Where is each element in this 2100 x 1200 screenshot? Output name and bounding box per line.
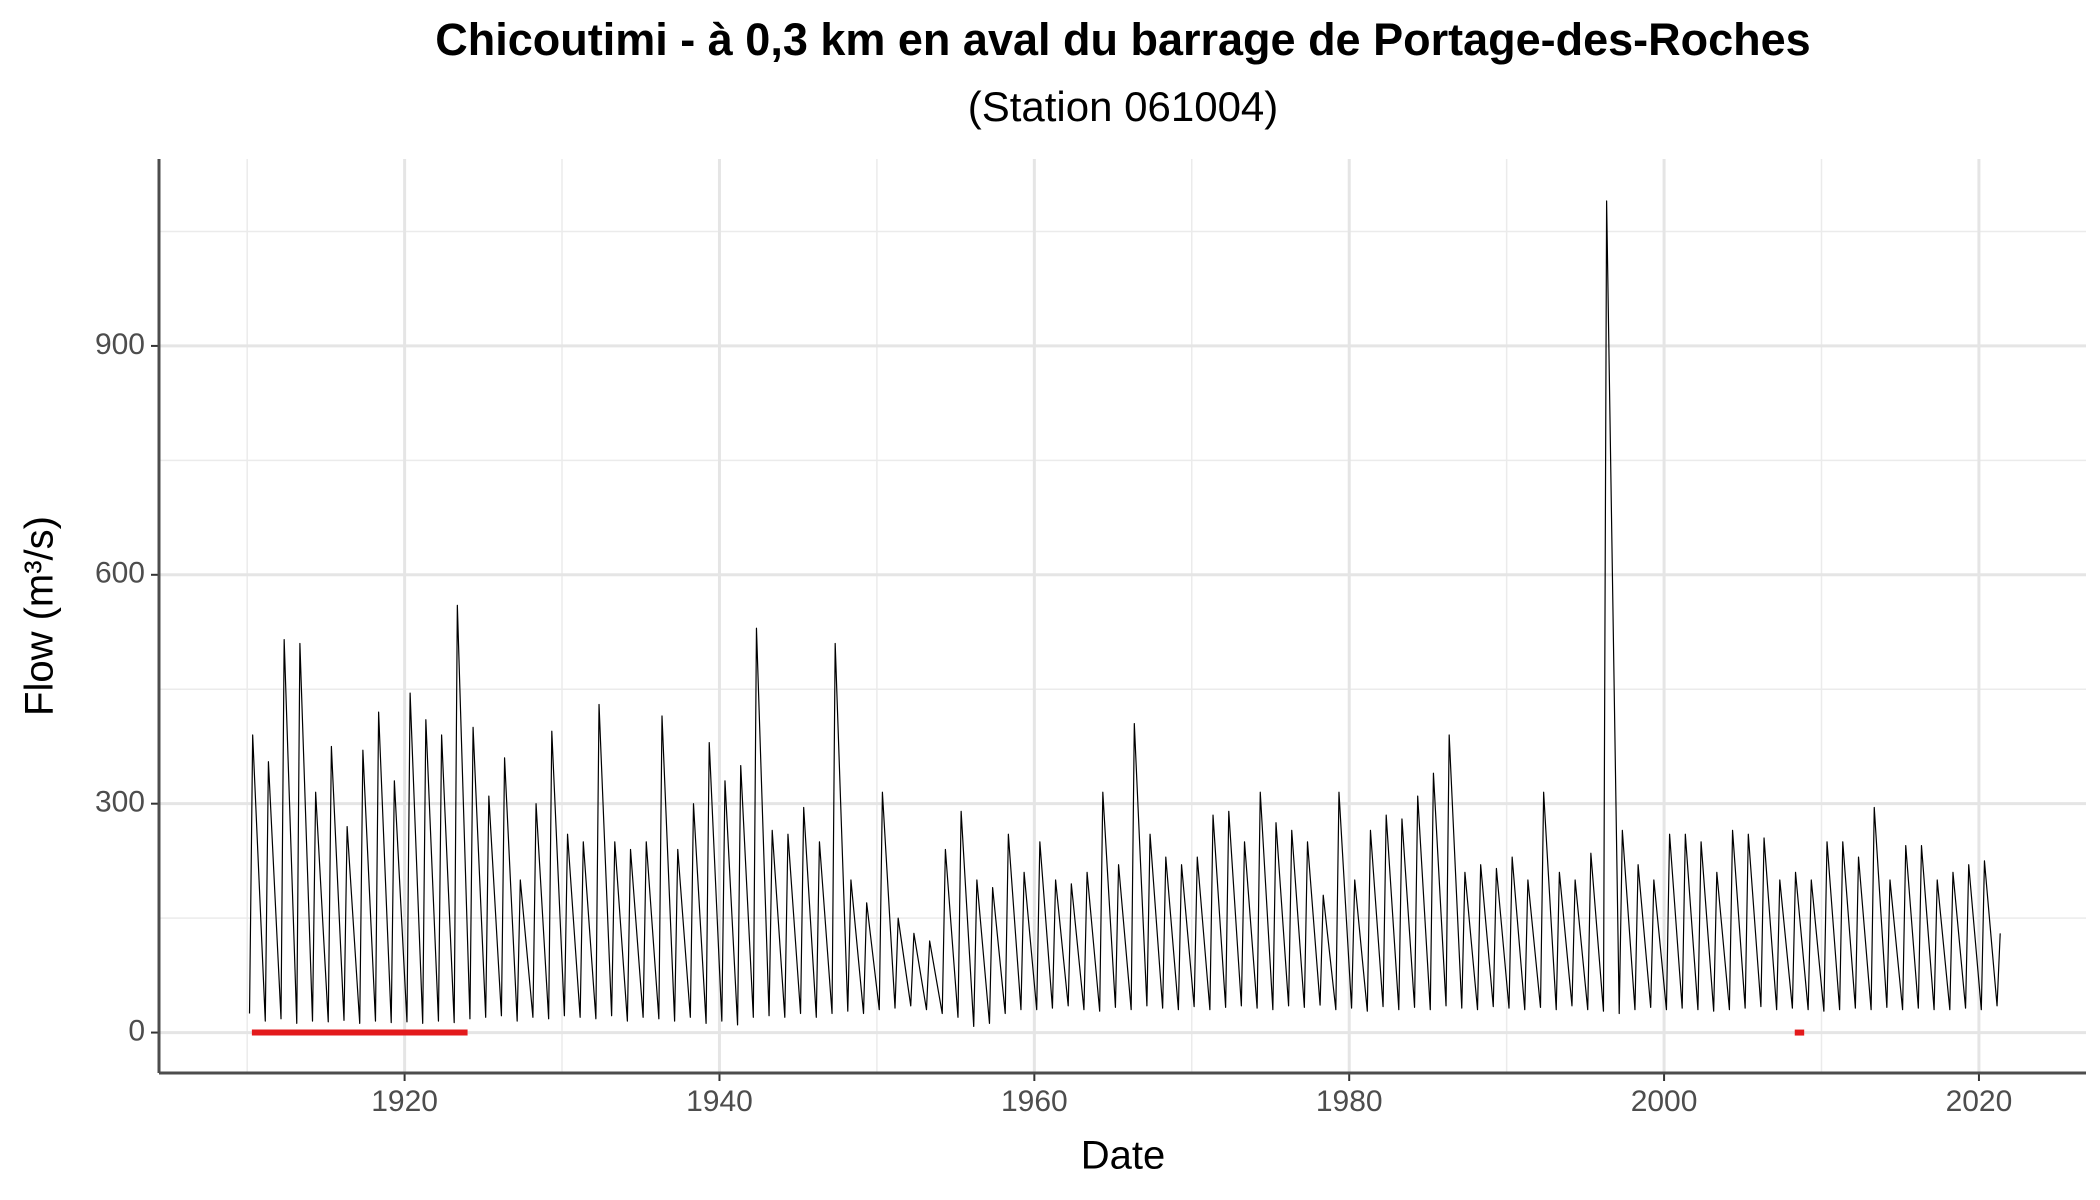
x-tick-label: 1920 [371,1085,438,1118]
flow-line [248,200,2001,1028]
y-tick-label: 600 [95,557,145,590]
chart-subtitle: (Station 061004) [968,83,1279,130]
x-tick-label: 1940 [686,1085,753,1118]
y-axis-title: Flow (m³/s) [18,516,62,716]
x-tick-label: 2020 [1946,1085,2013,1118]
x-tick-label: 2000 [1631,1085,1698,1118]
x-tick-label: 1960 [1001,1085,1068,1118]
y-tick-label: 900 [95,328,145,361]
chart-title: Chicoutimi - à 0,3 km en aval du barrage… [435,14,1810,65]
x-axis-title: Date [1081,1134,1166,1178]
y-tick-label: 0 [128,1014,145,1047]
x-tick-label: 1980 [1316,1085,1383,1118]
y-tick-label: 300 [95,786,145,819]
